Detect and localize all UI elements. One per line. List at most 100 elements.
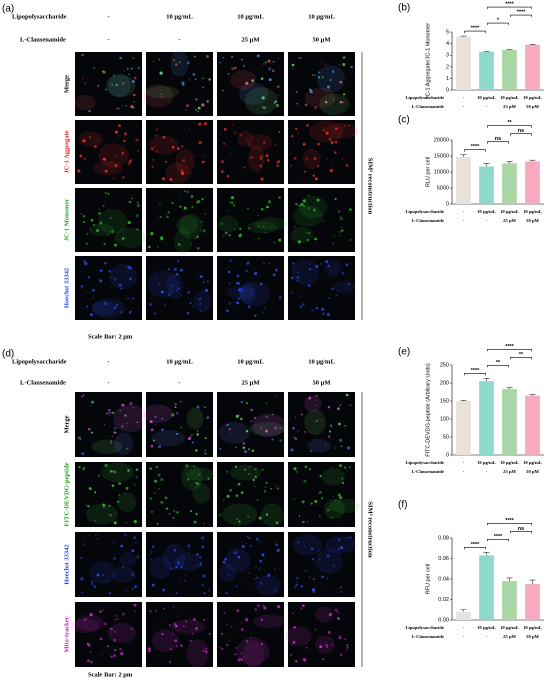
signal-dot: [249, 299, 251, 301]
column-value: -: [178, 36, 180, 43]
signal-dot: [295, 127, 298, 130]
signal-dot: [339, 635, 341, 637]
signal-dot: [181, 145, 184, 148]
signal-dot: [232, 191, 235, 193]
cell-glow: [239, 282, 256, 304]
column-value: -: [107, 36, 109, 43]
signal-dot: [78, 466, 81, 469]
signal-dot: [275, 268, 278, 272]
signal-dot: [277, 85, 280, 88]
signal-dot: [155, 149, 158, 152]
signal-dot: [162, 177, 166, 181]
signal-dot: [201, 545, 205, 549]
signal-dot: [81, 452, 84, 455]
signal-dot: [87, 276, 90, 279]
signal-dot: [296, 581, 299, 583]
signal-dot: [301, 604, 305, 608]
signal-dot: [102, 204, 105, 207]
signal-dot: [339, 231, 342, 233]
signal-dot: [230, 432, 232, 434]
signal-dot: [298, 57, 300, 59]
cell-glow: [171, 619, 205, 634]
micrograph: [217, 462, 284, 527]
signal-dot: [274, 589, 277, 592]
signal-dot: [251, 79, 255, 83]
signal-dot: [131, 80, 135, 84]
cell-glow: [315, 548, 343, 574]
signal-dot: [173, 72, 175, 74]
signal-dot: [227, 72, 230, 75]
signal-dot: [346, 644, 349, 647]
signal-dot: [199, 303, 202, 305]
signal-dot: [346, 470, 348, 472]
signal-dot: [239, 133, 242, 137]
signal-dot: [190, 244, 192, 246]
signal-dot: [112, 411, 115, 414]
signal-dot: [327, 264, 330, 267]
signal-dot: [166, 215, 169, 219]
signal-dot: [90, 660, 93, 664]
signal-dot: [115, 83, 118, 86]
significance-bracket: [487, 141, 509, 144]
signal-dot: [318, 515, 321, 518]
signal-dot: [249, 465, 251, 468]
cell-glow: [176, 215, 199, 235]
signal-dot: [178, 243, 181, 246]
signal-dot: [131, 573, 135, 576]
signal-dot: [105, 196, 107, 198]
signal-dot: [233, 131, 236, 134]
signal-dot: [299, 295, 301, 297]
signal-dot: [128, 277, 132, 281]
signal-dot: [113, 541, 115, 544]
signal-dot: [181, 81, 185, 85]
signal-dot: [220, 170, 224, 173]
y-tick-label: 4: [446, 41, 449, 47]
signal-dot: [321, 575, 325, 579]
signal-dot: [201, 198, 204, 201]
signal-dot: [265, 429, 268, 433]
signal-dot: [111, 276, 113, 278]
signal-dot: [339, 586, 342, 589]
signal-dot: [333, 98, 335, 101]
signal-dot: [180, 426, 182, 429]
signal-dot: [151, 147, 154, 150]
signal-dot: [198, 140, 202, 145]
cell-glow: [186, 407, 204, 430]
signal-dot: [235, 301, 238, 304]
signal-dot: [261, 96, 265, 99]
signal-dot: [271, 438, 274, 441]
signal-dot: [299, 57, 302, 60]
signal-dot: [339, 215, 341, 217]
bar: [456, 36, 471, 90]
cell-glow: [149, 556, 172, 579]
signal-dot: [322, 129, 326, 132]
signal-dot: [174, 403, 177, 406]
signal-dot: [240, 657, 244, 662]
signal-dot: [162, 135, 166, 139]
signal-dot: [102, 506, 105, 508]
signal-dot: [94, 145, 97, 148]
signal-dot: [264, 61, 267, 64]
signal-dot: [332, 242, 335, 245]
signal-dot: [319, 475, 322, 478]
signal-dot: [297, 240, 301, 244]
x-row-label: L-Clausenamide: [412, 104, 444, 109]
signal-dot: [295, 660, 298, 663]
signal-dot: [272, 60, 275, 63]
y-axis-label: FITC-DEVDG-peptide (Arbitrary Units): [425, 363, 431, 457]
signal-dot: [187, 478, 190, 481]
signal-dot: [135, 542, 137, 544]
signal-dot: [315, 307, 319, 310]
signal-dot: [125, 522, 127, 524]
signal-dot: [83, 394, 85, 397]
cell-glow: [307, 439, 332, 453]
signal-dot: [274, 143, 277, 146]
signal-dot: [296, 279, 298, 282]
signal-dot: [175, 272, 179, 276]
signal-dot: [254, 417, 256, 419]
cell-glow: [244, 87, 278, 115]
signal-dot: [196, 481, 200, 486]
signal-dot: [226, 309, 229, 312]
signal-dot: [320, 61, 322, 63]
cell-glow: [254, 575, 282, 595]
